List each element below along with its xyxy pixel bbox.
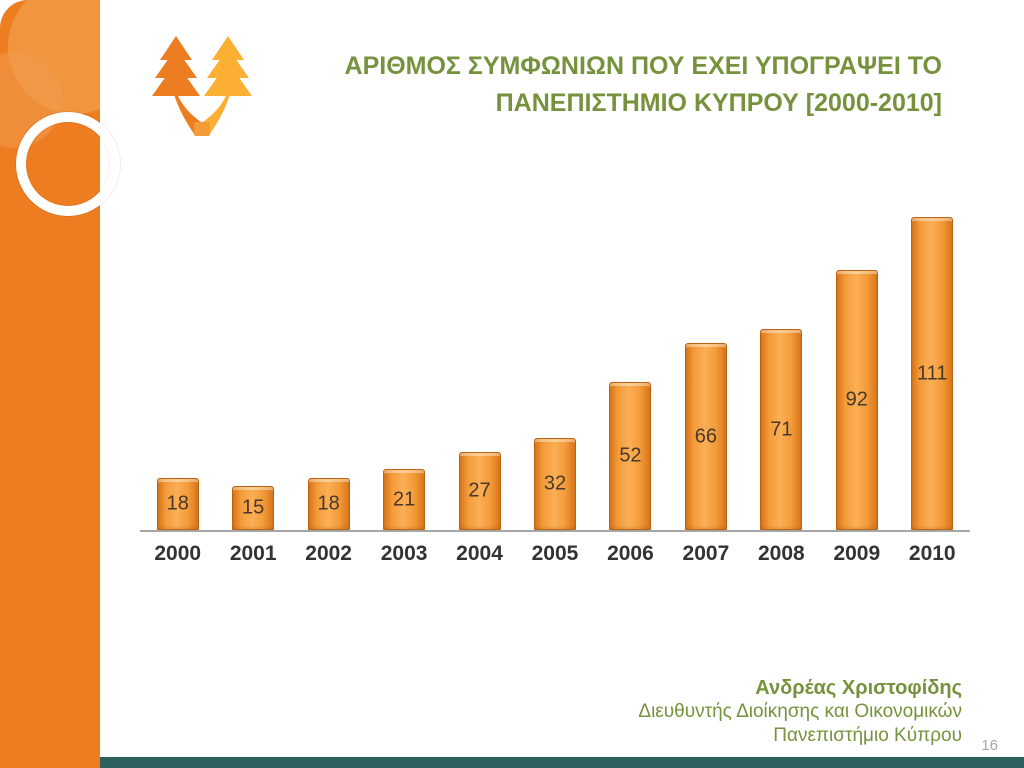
- footer-organization: Πανεπιστήμιο Κύπρου: [773, 725, 962, 746]
- bar-value-label: 71: [770, 418, 793, 440]
- x-axis-label: 2009: [833, 542, 881, 565]
- footer-author: Ανδρέας Χριστοφίδης: [755, 677, 962, 699]
- university-trees-logo-icon: [146, 34, 258, 138]
- bar-slot: 52: [593, 382, 668, 530]
- bar: 18: [156, 478, 199, 530]
- bar-slot: 27: [442, 452, 517, 530]
- footer-credits: Ανδρέας Χριστοφίδης Διευθυντής Διοίκησης…: [638, 676, 962, 748]
- x-axis-label: 2003: [380, 542, 428, 565]
- bar-value-label: 92: [845, 388, 868, 411]
- bar: 111: [911, 217, 954, 530]
- x-axis-label: 2001: [229, 542, 277, 565]
- x-axis-label: 2010: [908, 542, 956, 565]
- bar-slot: 18: [291, 478, 366, 530]
- bar-value-label: 15: [242, 496, 265, 519]
- x-axis-label: 2004: [456, 542, 503, 565]
- footer-role: Διευθυντής Διοίκησης και Οικονομικών: [638, 701, 962, 722]
- bar: 52: [609, 382, 652, 530]
- bar-value-label: 27: [468, 479, 491, 502]
- slide-title-line1: ΑΡΙΘΜΟΣ ΣΥΜΦΩΝΙΩΝ ΠΟΥ ΕΧΕΙ ΥΠΟΓΡΑΨΕΙ ΤΟ: [344, 52, 942, 80]
- slide-title-line2: ΠΑΝΕΠΙΣΤΗΜΙΟ ΚΥΠΡΟΥ [2000-2010]: [495, 89, 942, 117]
- bar: 21: [383, 469, 426, 530]
- bar: 32: [533, 438, 576, 530]
- bars-row: 18 15 18 21 27 32 52 66 71 92 111: [140, 210, 970, 532]
- bar-slot: 71: [744, 329, 819, 530]
- x-axis-label: 2000: [154, 542, 202, 565]
- x-axis-label: 2007: [682, 542, 730, 565]
- bar-slot: 18: [140, 478, 215, 530]
- bar-slot: 21: [366, 469, 441, 530]
- x-axis-label: 2006: [607, 542, 654, 565]
- bottom-accent-bar: [100, 757, 1024, 768]
- ring-decoration-icon: [16, 112, 120, 216]
- bar: 92: [835, 270, 878, 530]
- bar-slot: 32: [517, 438, 592, 530]
- bar: 71: [760, 329, 803, 530]
- bar-slot: 66: [668, 343, 743, 530]
- bar-value-label: 52: [619, 444, 642, 467]
- x-axis-label: 2002: [305, 542, 352, 565]
- bar: 18: [307, 478, 350, 530]
- bar-value-label: 111: [917, 362, 948, 384]
- bar-value-label: 32: [543, 472, 567, 495]
- x-axis-label: 2008: [757, 542, 805, 565]
- page-number: 16: [981, 737, 998, 754]
- bar: 27: [458, 452, 501, 530]
- bar-slot: 15: [215, 486, 290, 530]
- bar-slot: 92: [819, 270, 894, 530]
- bar-value-label: 18: [317, 492, 340, 515]
- bar: 15: [232, 486, 275, 530]
- bar-value-label: 21: [392, 488, 416, 510]
- bar-slot: 111: [895, 217, 970, 530]
- bar-value-label: 18: [166, 492, 189, 515]
- bar-value-label: 66: [694, 425, 718, 447]
- years-row: 2000 2001 2002 2003 2004 2005 2006 2007 2008 2009…: [140, 542, 970, 566]
- slide-title: ΑΡΙΘΜΟΣ ΣΥΜΦΩΝΙΩΝ ΠΟΥ ΕΧΕΙ ΥΠΟΓΡΑΨΕΙ ΤΟ …: [262, 48, 942, 122]
- bar: 66: [684, 343, 727, 530]
- bar-chart: 18 15 18 21 27 32 52 66 71 92 111 2000 2001 2002 2003…: [140, 210, 970, 566]
- x-axis-label: 2005: [531, 542, 579, 565]
